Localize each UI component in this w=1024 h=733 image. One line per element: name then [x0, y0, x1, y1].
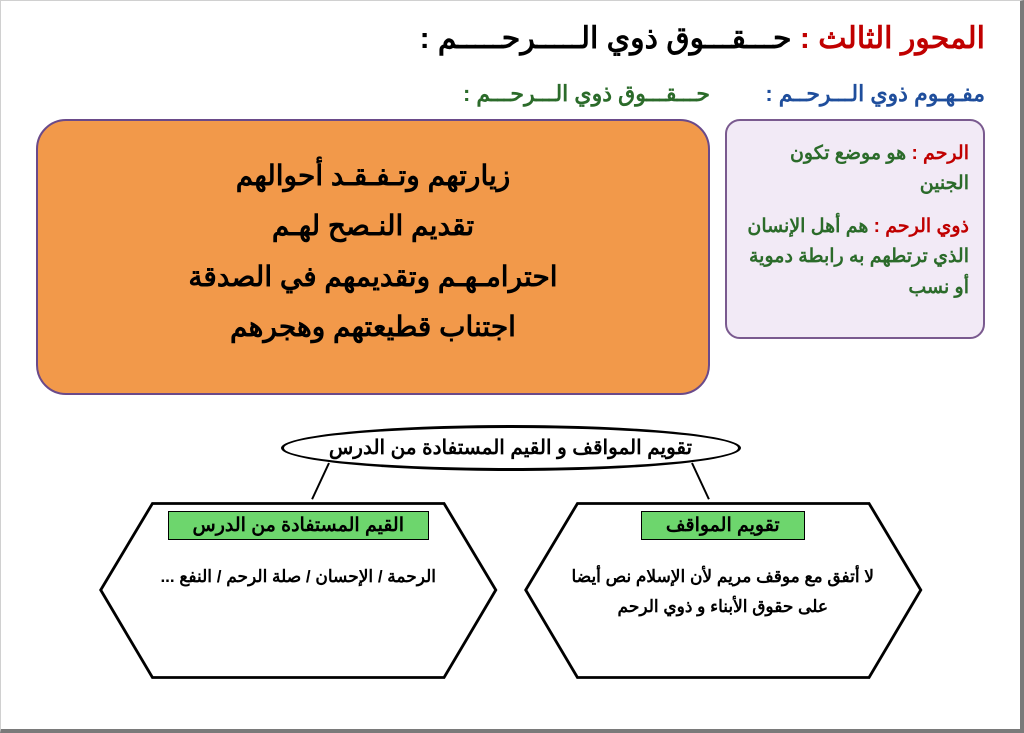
concept-heading: مفـهـوم ذوي الـــرحــم :	[725, 81, 985, 107]
top-row: مفـهـوم ذوي الـــرحــم : الرحم : هو موضع…	[36, 81, 985, 395]
hex-inner: تقويم المواقف لا أتفق مع موقف مريم لأن ا…	[561, 511, 886, 623]
oval-title-text: تقويم المواقف و القيم المستفادة من الدرس	[329, 435, 692, 460]
oval-title: تقويم المواقف و القيم المستفادة من الدرس	[281, 425, 741, 471]
concept-column: مفـهـوم ذوي الـــرحــم : الرحم : هو موضع…	[725, 81, 985, 339]
lesson-page: المحور الثالث : حـــقـــوق ذوي الـــــرح…	[0, 0, 1024, 733]
concept-item: الرحم : هو موضع تكون الجنين	[741, 139, 969, 200]
hex-body: الرحمة / الإحسان / صلة الرحم / النفع ...	[136, 562, 461, 593]
rights-column: حـــقـــوق ذوي الـــرحـــم : زيارتهم وتـ…	[36, 81, 710, 395]
concept-box: الرحم : هو موضع تكون الجنين ذوي الرحم : …	[725, 119, 985, 339]
rights-line: اجتناب قطيعتهم وهجرهم	[63, 302, 683, 352]
title-label: المحور الثالث :	[800, 22, 985, 55]
title-text: حـــقـــوق ذوي الـــــرحـــــم :	[420, 22, 792, 55]
rights-line: تقديم النـصح لهـم	[63, 201, 683, 251]
concept-label: ذوي الرحم :	[874, 216, 969, 237]
hex-label: القيم المستفادة من الدرس	[168, 511, 430, 540]
main-title: المحور الثالث : حـــقـــوق ذوي الـــــرح…	[36, 21, 985, 56]
rights-heading: حـــقـــوق ذوي الـــرحـــم :	[36, 81, 710, 107]
hex-body: لا أتفق مع موقف مريم لأن الإسلام نص أيضا…	[561, 562, 886, 623]
rights-box: زيارتهم وتـفـقـد أحوالهم تقديم النـصح له…	[36, 119, 710, 395]
rights-line: احترامـهـم وتقديمهم في الصدقة	[63, 252, 683, 302]
concept-item: ذوي الرحم : هم أهل الإنسان الذي ترتطهم ب…	[741, 212, 969, 303]
hex-label: تقويم المواقف	[641, 511, 805, 540]
concept-label: الرحم :	[911, 143, 969, 164]
rights-line: زيارتهم وتـفـقـد أحوالهم	[63, 151, 683, 201]
hex-left: القيم المستفادة من الدرس الرحمة / الإحسا…	[96, 493, 501, 688]
hex-inner: القيم المستفادة من الدرس الرحمة / الإحسا…	[136, 511, 461, 593]
hex-row: تقويم المواقف لا أتفق مع موقف مريم لأن ا…	[96, 493, 925, 688]
hex-right: تقويم المواقف لا أتفق مع موقف مريم لأن ا…	[521, 493, 926, 688]
evaluation-section: تقويم المواقف و القيم المستفادة من الدرس…	[36, 425, 985, 688]
